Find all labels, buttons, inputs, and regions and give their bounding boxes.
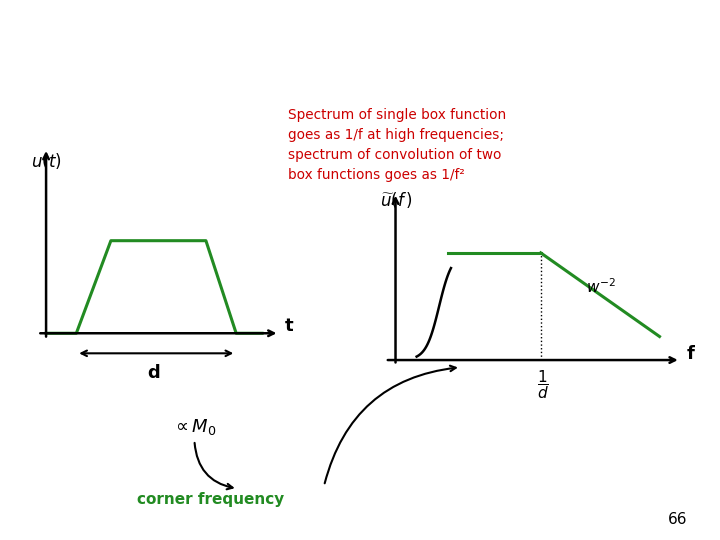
Text: $u(t)$: $u(t)$ [31,151,62,171]
Text: $\mathbf{f}$: $\mathbf{f}$ [686,345,696,362]
Text: $\propto M_0$: $\propto M_0$ [172,416,217,437]
Text: $w^{-2}$: $w^{-2}$ [585,278,616,296]
Text: 66: 66 [668,511,688,526]
Text: corner frequency: corner frequency [137,492,284,507]
Text: $\mathbf{t}$: $\mathbf{t}$ [284,316,294,335]
Text: Spectrum of single box function
goes as 1/f at high frequencies;
spectrum of con: Spectrum of single box function goes as … [288,108,506,182]
Text: $\widetilde{u}(f\,)$: $\widetilde{u}(f\,)$ [379,190,413,210]
Text: $\mathbf{d}$: $\mathbf{d}$ [148,364,161,382]
Text: Omega square model: Omega square model [9,38,359,66]
Text: KINEMATICS EXTENDED SOURCE: KINEMATICS EXTENDED SOURCE [9,7,224,20]
Text: $\dfrac{1}{d}$: $\dfrac{1}{d}$ [538,368,549,401]
